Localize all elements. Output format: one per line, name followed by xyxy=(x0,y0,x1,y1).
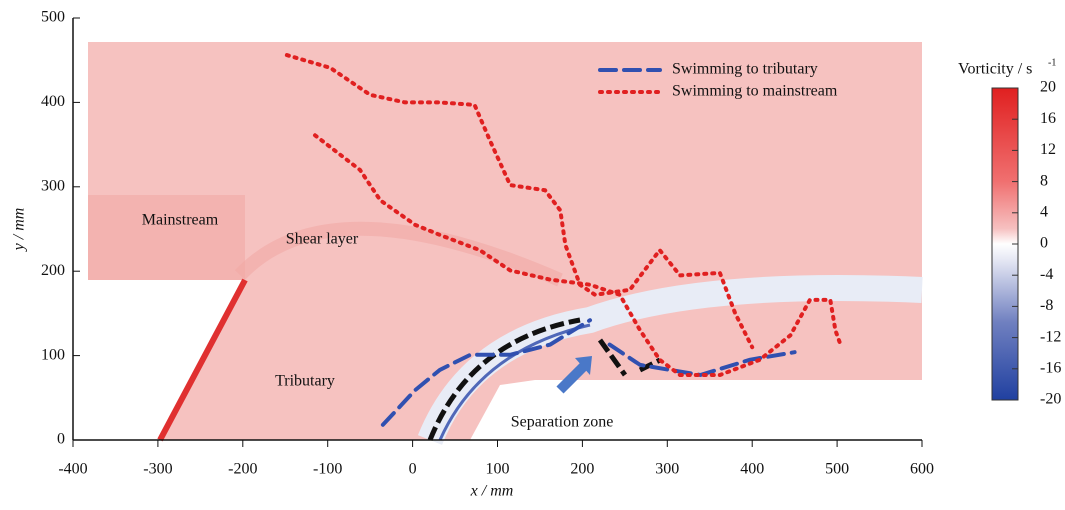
annotation: Tributary xyxy=(275,373,335,390)
colorbar-tick-label: -20 xyxy=(1040,391,1061,408)
x-axis-label: x / mm xyxy=(470,483,514,500)
trajectory xyxy=(380,318,797,427)
colorbar-tick-label: -12 xyxy=(1040,328,1061,345)
x-tick-label: -100 xyxy=(313,461,342,478)
colorbar-tick-label: 12 xyxy=(1040,141,1056,158)
colorbar-tick-label: -8 xyxy=(1040,297,1053,314)
x-tick-label: 300 xyxy=(655,461,679,478)
x-tick-label: 600 xyxy=(910,461,934,478)
y-tick-label: 200 xyxy=(41,262,65,279)
colorbar-tick-label: 8 xyxy=(1040,172,1048,189)
colorbar-tick-label: 16 xyxy=(1040,110,1056,127)
colorbar-tick-label: -4 xyxy=(1040,266,1053,283)
vorticity-field xyxy=(88,42,923,446)
x-tick-label: -200 xyxy=(228,461,257,478)
x-tick-label: 500 xyxy=(825,461,849,478)
colorbar-tick-label: 4 xyxy=(1040,203,1048,220)
x-tick-label: 200 xyxy=(570,461,594,478)
colorbar-tick-label: 20 xyxy=(1040,79,1056,96)
colorbar-tick-label: -16 xyxy=(1040,359,1061,376)
legend-label: Swimming to tributary xyxy=(672,61,818,78)
colorbar-title-sup: -1 xyxy=(1048,57,1056,68)
x-tick-label: -300 xyxy=(143,461,172,478)
x-tick-label: 400 xyxy=(740,461,764,478)
colorbar-title: Vorticity / s xyxy=(958,61,1032,78)
y-tick-label: 300 xyxy=(41,177,65,194)
trajectory xyxy=(284,53,843,377)
x-tick-label: 100 xyxy=(486,461,510,478)
y-tick-label: 400 xyxy=(41,93,65,110)
colorbar-tick-label: 0 xyxy=(1040,235,1048,252)
y-axis-label: y / mm xyxy=(11,208,28,253)
legend-label: Swimming to mainstream xyxy=(672,83,838,100)
x-tick-label: -400 xyxy=(58,461,87,478)
annotation: Separation zone xyxy=(511,414,614,431)
annotation: Mainstream xyxy=(142,212,219,229)
y-tick-label: 500 xyxy=(41,9,65,26)
y-tick-label: 0 xyxy=(57,431,65,448)
y-tick-label: 100 xyxy=(41,346,65,363)
x-tick-label: 0 xyxy=(409,461,417,478)
annotation: Shear layer xyxy=(286,231,359,248)
